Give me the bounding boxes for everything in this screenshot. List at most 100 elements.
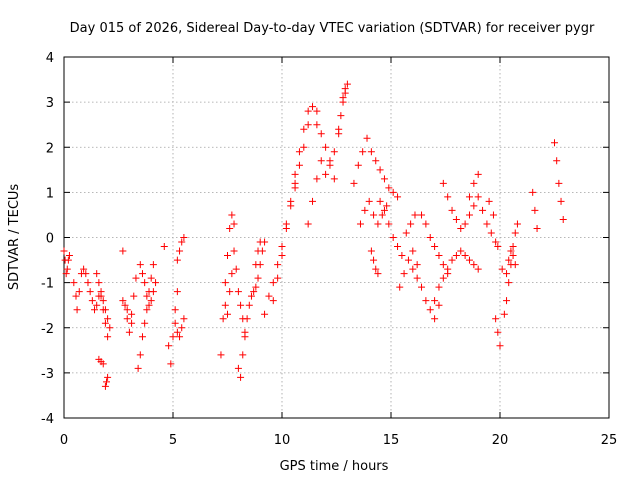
data-point [511, 229, 519, 237]
data-point [409, 247, 417, 255]
data-point [237, 373, 245, 381]
data-point [152, 279, 160, 287]
data-point [173, 288, 181, 296]
data-point [439, 261, 447, 269]
data-point [295, 148, 303, 156]
data-point [80, 265, 88, 273]
data-point [252, 283, 260, 291]
data-point [413, 261, 421, 269]
data-point [359, 148, 367, 156]
x-tick-label: 5 [169, 433, 177, 448]
data-point [372, 265, 380, 273]
data-markers [60, 80, 567, 390]
data-point [88, 297, 96, 305]
y-tick-label: 1 [46, 186, 54, 201]
data-point [509, 243, 517, 251]
data-point [474, 193, 482, 201]
data-point [141, 319, 149, 327]
data-point [474, 170, 482, 178]
data-point [72, 292, 80, 300]
data-point [73, 306, 81, 314]
data-point [551, 139, 558, 147]
data-point [529, 188, 537, 196]
chart-title: Day 015 of 2026, Sidereal Day-to-day VTE… [70, 21, 595, 36]
data-point [256, 238, 264, 246]
data-point [492, 238, 500, 246]
data-point [356, 220, 364, 228]
y-tick-label: 2 [46, 141, 54, 156]
data-point [439, 179, 447, 187]
grid-lines [64, 57, 609, 418]
data-point [304, 220, 312, 228]
data-point [304, 121, 312, 129]
data-point [470, 261, 478, 269]
data-point [531, 206, 539, 214]
data-point [269, 297, 277, 305]
data-point [418, 283, 426, 291]
data-point [483, 220, 491, 228]
data-point [245, 301, 253, 309]
data-point [91, 306, 99, 314]
data-point [171, 306, 179, 314]
axis-ticks [63, 56, 610, 419]
data-point [291, 170, 299, 178]
data-point [365, 197, 373, 205]
data-point [149, 261, 157, 269]
data-point [380, 175, 388, 183]
data-point [176, 333, 184, 341]
data-point [106, 324, 114, 332]
data-point [178, 238, 186, 246]
data-point [180, 234, 188, 241]
data-point [505, 279, 513, 287]
data-point [383, 202, 391, 210]
data-point [300, 125, 308, 133]
data-point [374, 270, 382, 278]
data-point [367, 247, 375, 255]
data-point [474, 265, 482, 273]
data-point [234, 364, 242, 372]
data-point [252, 261, 260, 269]
data-point [93, 270, 101, 278]
data-point [121, 301, 129, 309]
data-point [119, 247, 127, 255]
data-point [494, 328, 502, 336]
data-point [435, 301, 443, 309]
data-point [176, 247, 184, 255]
data-point [457, 224, 465, 232]
data-point [119, 297, 127, 305]
data-point [557, 197, 565, 205]
data-point [278, 252, 286, 260]
x-tick-label: 10 [274, 433, 291, 448]
data-point [402, 229, 410, 237]
data-point [409, 265, 417, 273]
data-point [141, 279, 149, 287]
data-point [219, 315, 227, 323]
data-point [378, 211, 386, 219]
data-point [496, 342, 504, 350]
data-point [103, 378, 111, 386]
data-point [479, 206, 487, 214]
data-point [489, 211, 497, 219]
data-point [134, 364, 142, 372]
data-point [101, 382, 109, 390]
data-point [439, 274, 447, 282]
data-point [411, 211, 419, 219]
data-point [104, 315, 112, 323]
data-point [217, 351, 225, 359]
data-point [165, 342, 173, 350]
data-point [86, 288, 94, 296]
data-point [128, 319, 136, 327]
data-point [559, 215, 567, 223]
data-point [457, 247, 465, 255]
data-point [431, 297, 439, 305]
data-point [363, 134, 371, 142]
data-point [376, 197, 384, 205]
data-point [322, 143, 330, 151]
data-point [99, 297, 107, 305]
data-point [533, 224, 541, 232]
data-point [250, 288, 258, 296]
data-point [160, 243, 168, 251]
data-point [505, 256, 513, 264]
x-tick-label: 0 [60, 433, 68, 448]
